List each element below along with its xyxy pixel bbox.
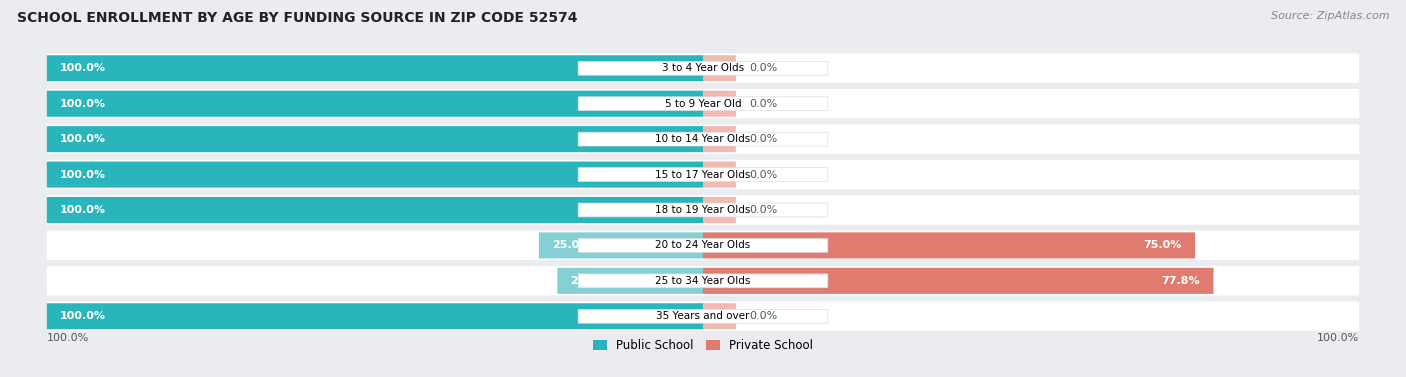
- FancyBboxPatch shape: [703, 90, 735, 117]
- FancyBboxPatch shape: [578, 97, 828, 110]
- Text: 75.0%: 75.0%: [1143, 241, 1182, 250]
- Text: 0.0%: 0.0%: [749, 99, 778, 109]
- FancyBboxPatch shape: [703, 55, 735, 81]
- Text: 25.0%: 25.0%: [553, 241, 591, 250]
- FancyBboxPatch shape: [557, 268, 703, 294]
- FancyBboxPatch shape: [578, 310, 828, 323]
- Text: 15 to 17 Year Olds: 15 to 17 Year Olds: [655, 170, 751, 179]
- FancyBboxPatch shape: [46, 161, 703, 188]
- Text: 20 to 24 Year Olds: 20 to 24 Year Olds: [655, 241, 751, 250]
- FancyBboxPatch shape: [538, 232, 703, 259]
- Text: 100.0%: 100.0%: [1317, 333, 1360, 343]
- FancyBboxPatch shape: [703, 126, 735, 152]
- FancyBboxPatch shape: [703, 197, 735, 223]
- Text: 100.0%: 100.0%: [60, 311, 105, 321]
- Text: 0.0%: 0.0%: [749, 170, 778, 179]
- FancyBboxPatch shape: [46, 302, 1360, 331]
- Text: 100.0%: 100.0%: [60, 170, 105, 179]
- FancyBboxPatch shape: [578, 132, 828, 146]
- FancyBboxPatch shape: [46, 160, 1360, 189]
- Text: 100.0%: 100.0%: [46, 333, 89, 343]
- Text: SCHOOL ENROLLMENT BY AGE BY FUNDING SOURCE IN ZIP CODE 52574: SCHOOL ENROLLMENT BY AGE BY FUNDING SOUR…: [17, 11, 578, 25]
- FancyBboxPatch shape: [46, 195, 1360, 225]
- FancyBboxPatch shape: [703, 268, 1213, 294]
- Text: 22.2%: 22.2%: [571, 276, 609, 286]
- Text: 3 to 4 Year Olds: 3 to 4 Year Olds: [662, 63, 744, 73]
- Legend: Public School, Private School: Public School, Private School: [588, 334, 818, 357]
- Text: 5 to 9 Year Old: 5 to 9 Year Old: [665, 99, 741, 109]
- FancyBboxPatch shape: [703, 161, 735, 188]
- Text: 100.0%: 100.0%: [60, 63, 105, 73]
- Text: 100.0%: 100.0%: [60, 134, 105, 144]
- FancyBboxPatch shape: [703, 232, 1195, 259]
- Text: 100.0%: 100.0%: [60, 99, 105, 109]
- FancyBboxPatch shape: [46, 197, 703, 223]
- FancyBboxPatch shape: [578, 274, 828, 288]
- Text: Source: ZipAtlas.com: Source: ZipAtlas.com: [1271, 11, 1389, 21]
- Text: 0.0%: 0.0%: [749, 311, 778, 321]
- FancyBboxPatch shape: [46, 54, 1360, 83]
- Text: 0.0%: 0.0%: [749, 205, 778, 215]
- Text: 0.0%: 0.0%: [749, 134, 778, 144]
- FancyBboxPatch shape: [578, 61, 828, 75]
- FancyBboxPatch shape: [46, 90, 703, 117]
- Text: 10 to 14 Year Olds: 10 to 14 Year Olds: [655, 134, 751, 144]
- FancyBboxPatch shape: [703, 303, 735, 329]
- Text: 0.0%: 0.0%: [749, 63, 778, 73]
- FancyBboxPatch shape: [46, 55, 703, 81]
- FancyBboxPatch shape: [46, 89, 1360, 118]
- FancyBboxPatch shape: [578, 203, 828, 217]
- FancyBboxPatch shape: [46, 124, 1360, 154]
- Text: 35 Years and over: 35 Years and over: [657, 311, 749, 321]
- FancyBboxPatch shape: [46, 303, 703, 329]
- Text: 100.0%: 100.0%: [60, 205, 105, 215]
- FancyBboxPatch shape: [46, 126, 703, 152]
- FancyBboxPatch shape: [578, 168, 828, 181]
- Text: 77.8%: 77.8%: [1161, 276, 1201, 286]
- FancyBboxPatch shape: [578, 239, 828, 252]
- FancyBboxPatch shape: [46, 266, 1360, 296]
- Text: 25 to 34 Year Olds: 25 to 34 Year Olds: [655, 276, 751, 286]
- FancyBboxPatch shape: [46, 231, 1360, 260]
- Text: 18 to 19 Year Olds: 18 to 19 Year Olds: [655, 205, 751, 215]
